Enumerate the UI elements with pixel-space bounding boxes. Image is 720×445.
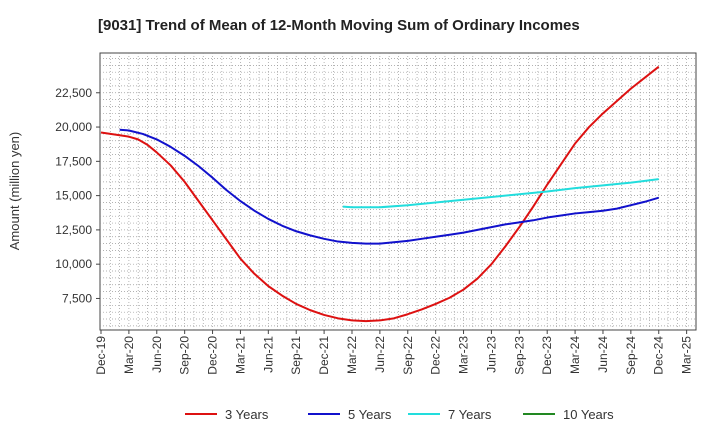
grid [100,53,696,330]
y-tick-label: 12,500 [55,223,92,237]
y-axis-ticks: 7,500 10,000 12,500 15,000 17,500 20,000 22,50… [55,86,100,305]
series-line-3-years [100,65,660,323]
x-tick-label: Jun-24 [596,336,610,373]
legend: 3 Years 5 Years 7 Years 10 Years [185,407,614,422]
x-tick-label: Sep-24 [624,336,638,375]
y-tick-label: 17,500 [55,154,92,168]
y-tick-label: 22,500 [55,86,92,100]
chart-title: [9031] Trend of Mean of 12-Month Moving … [98,17,580,34]
x-tick-label: Sep-20 [178,336,192,375]
y-tick-label: 7,500 [62,291,92,305]
x-tick-label: Dec-23 [540,336,554,375]
legend-label-10-years: 10 Years [563,407,614,422]
x-tick-label: Dec-19 [94,336,108,375]
x-tick-label: Mar-20 [122,336,136,374]
x-axis-ticks: Dec-19 Mar-20 Jun-20 Sep-20 Dec-20 Mar-21 Jun-… [94,330,694,375]
x-tick-label: Jun-22 [373,336,387,373]
x-tick-label: Mar-25 [680,336,694,374]
x-tick-label: Jun-20 [150,336,164,373]
x-tick-label: Sep-23 [512,336,526,375]
x-tick-label: Mar-23 [457,336,471,374]
x-tick-label: Sep-22 [401,336,415,375]
x-tick-label: Dec-22 [429,336,443,375]
plot-area [99,52,697,331]
series-line-5-years [119,128,660,245]
y-tick-label: 10,000 [55,257,92,271]
series-layer [100,65,660,323]
series-line-7-years [342,178,659,209]
x-tick-label: Mar-22 [345,336,359,374]
x-tick-label: Mar-24 [568,336,582,374]
legend-label-5-years: 5 Years [348,407,392,422]
legend-label-3-years: 3 Years [225,407,269,422]
y-tick-label: 15,000 [55,189,92,203]
x-tick-label: Dec-21 [317,336,331,375]
x-tick-label: Sep-21 [289,336,303,375]
y-axis-title: Amount (million yen) [7,132,22,251]
x-tick-label: Dec-20 [206,336,220,375]
y-tick-label: 20,000 [55,120,92,134]
x-tick-label: Dec-24 [652,336,666,375]
x-tick-label: Mar-21 [233,336,247,374]
x-tick-label: Jun-23 [484,336,498,373]
legend-label-7-years: 7 Years [448,407,492,422]
x-tick-label: Jun-21 [261,336,275,373]
